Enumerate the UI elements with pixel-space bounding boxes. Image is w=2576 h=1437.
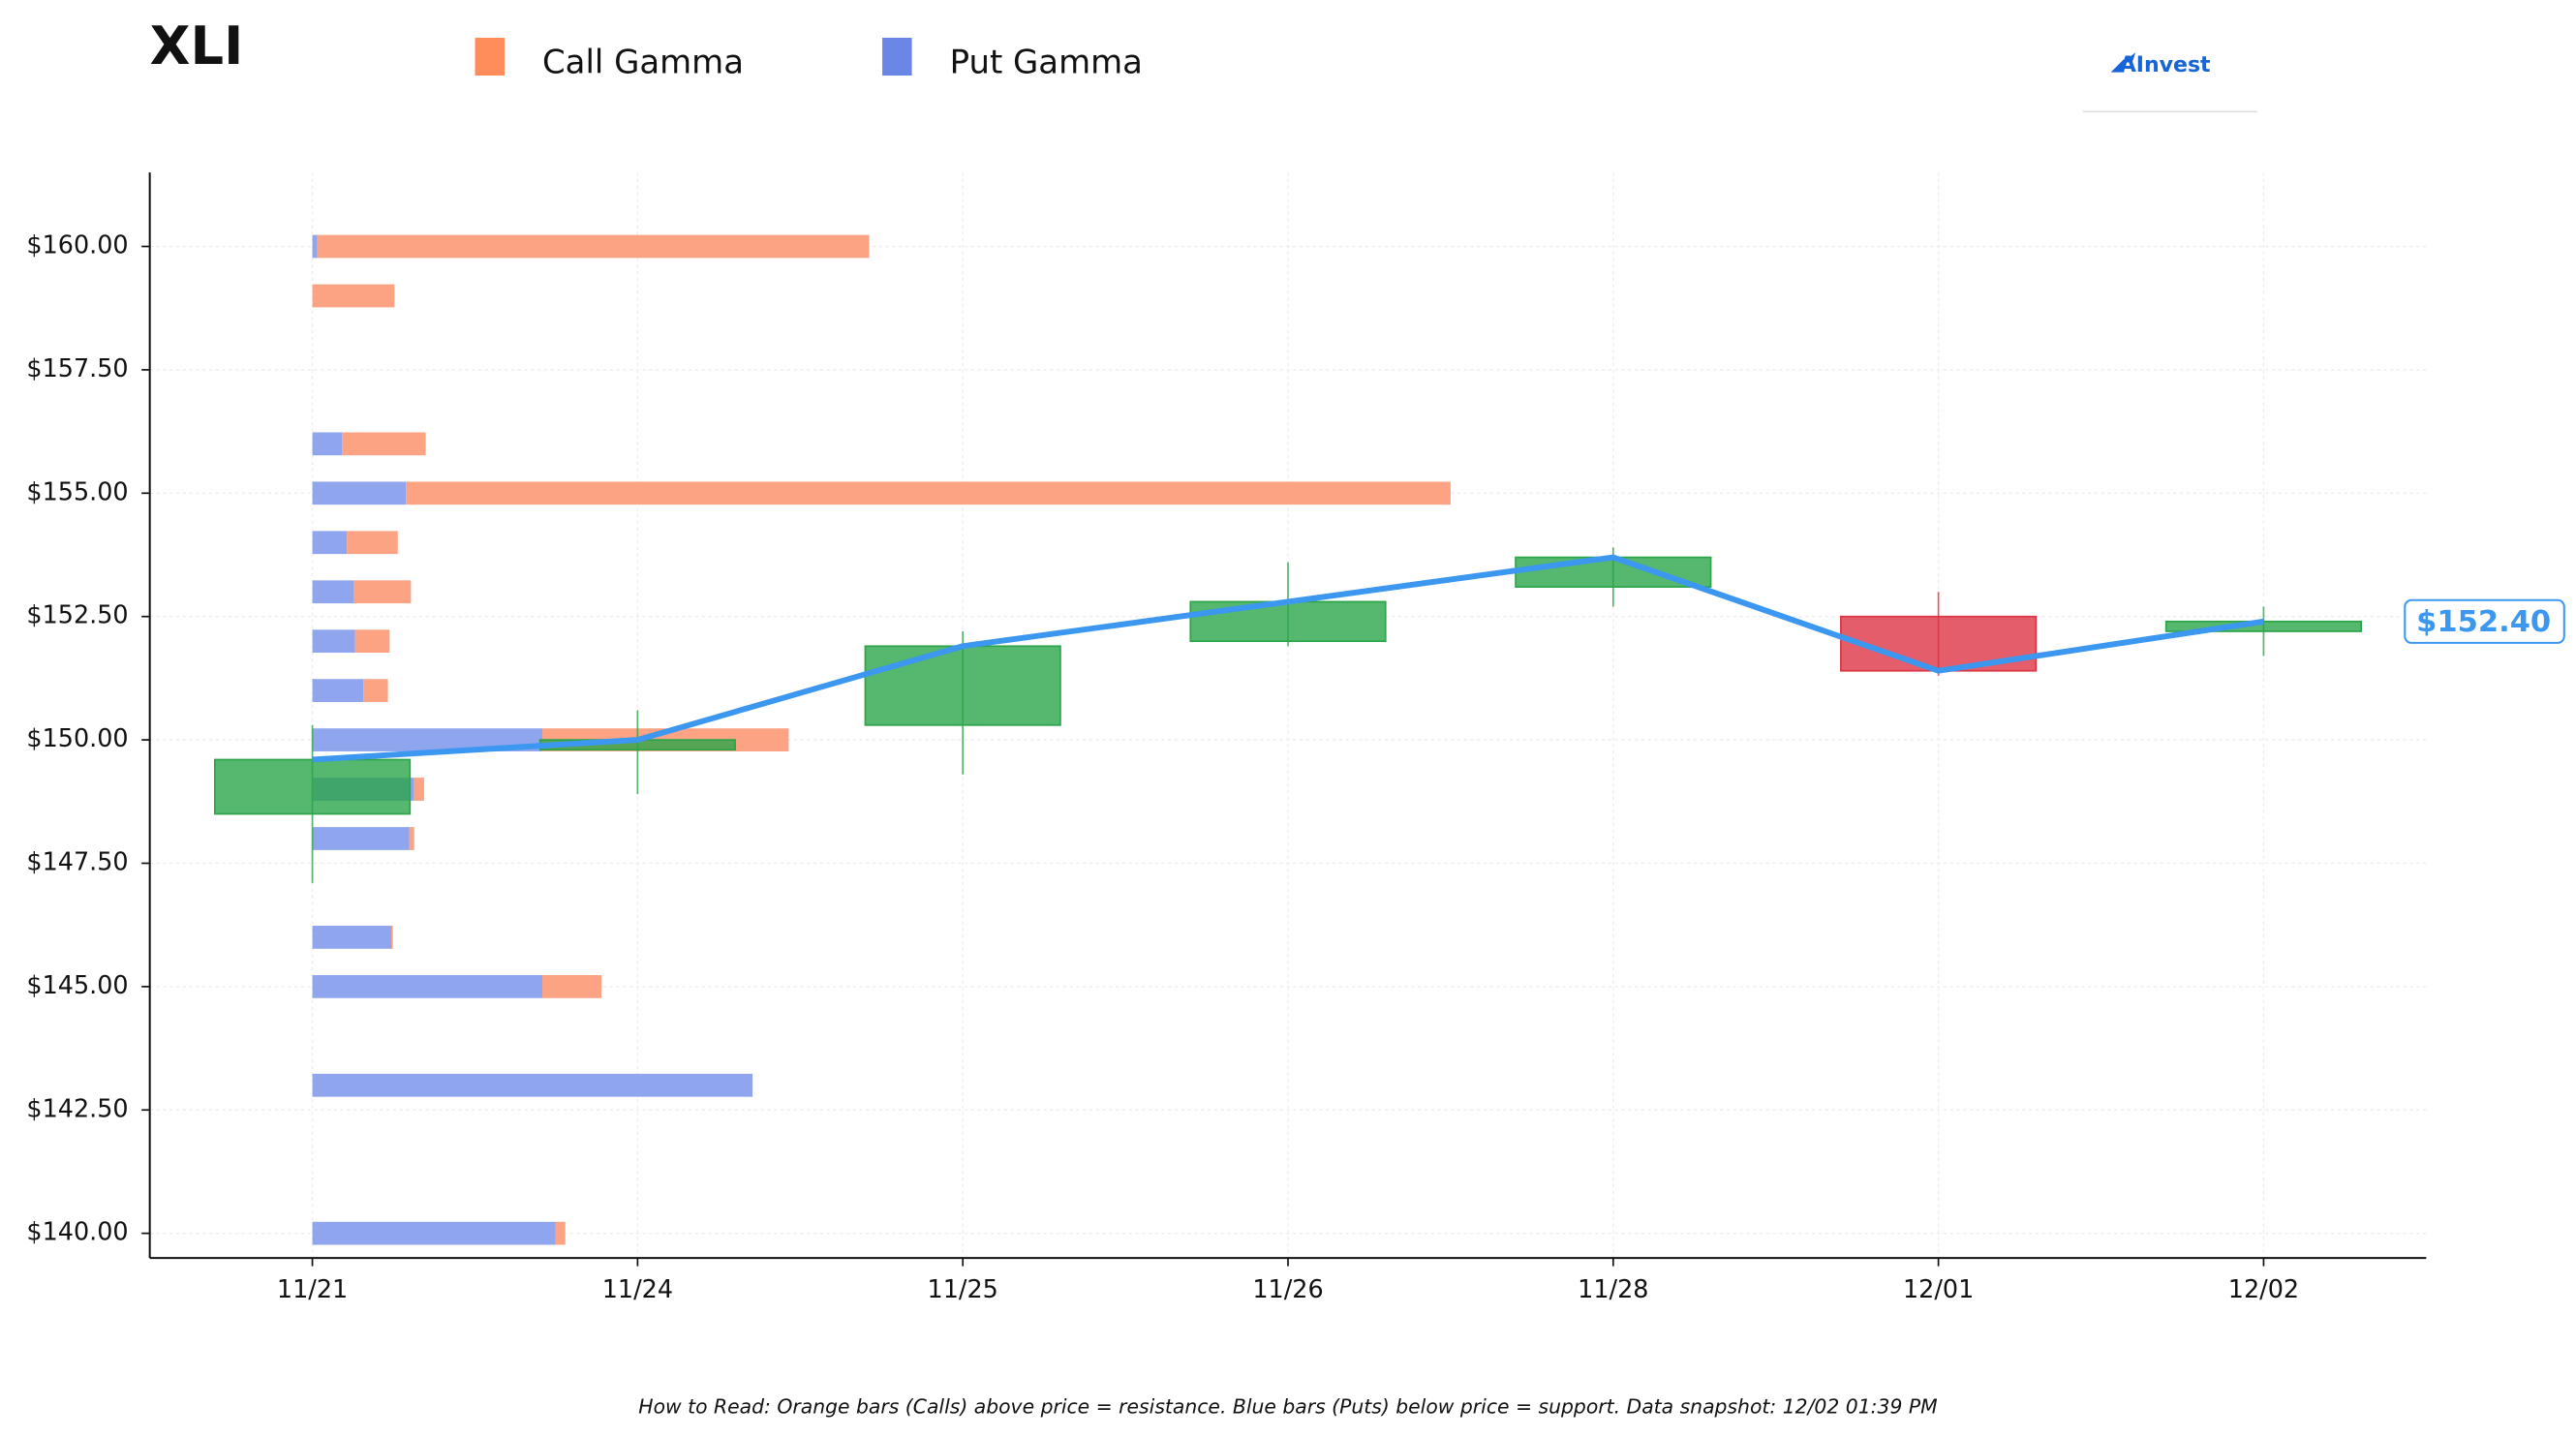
chart-title: XLI (150, 15, 244, 76)
y-tick-label: $150.00 (26, 723, 128, 752)
brand-icon (2110, 52, 2136, 73)
put-gamma-bar (312, 975, 543, 998)
last-price-label: $152.40 (2416, 605, 2551, 639)
put-gamma-bar (312, 481, 407, 505)
legend-label: Call Gamma (542, 44, 744, 81)
x-tick-label: 11/26 (1252, 1274, 1323, 1303)
put-gamma-bar (312, 629, 355, 654)
legend-swatch (882, 38, 912, 76)
y-tick-label: $142.50 (26, 1093, 128, 1122)
call-gamma-bar (363, 679, 388, 703)
put-gamma-bar (312, 827, 410, 850)
call-gamma-bar (347, 531, 398, 555)
call-gamma-bar (414, 778, 424, 801)
y-tick-label: $147.50 (26, 846, 128, 875)
put-gamma-bar (312, 432, 343, 456)
y-tick-label: $152.50 (26, 600, 128, 629)
candle-body (864, 645, 1061, 726)
brand-logo: AInvest (2120, 53, 2211, 77)
call-gamma-bar (406, 481, 1451, 505)
call-gamma-bar (353, 580, 412, 604)
x-tick-label: 11/24 (602, 1274, 673, 1303)
call-gamma-bar (354, 629, 390, 654)
put-gamma-bar (312, 580, 353, 604)
call-gamma-bar (317, 234, 870, 259)
put-gamma-bar (312, 728, 543, 751)
candle-body (213, 758, 412, 815)
legend-swatch (475, 38, 506, 76)
y-tick-label: $157.50 (26, 353, 128, 382)
y-tick-label: $155.00 (26, 476, 128, 505)
x-tick-label: 11/25 (928, 1274, 998, 1303)
call-gamma-bar (390, 926, 393, 949)
put-gamma-bar (312, 234, 318, 259)
y-tick-label: $145.00 (26, 970, 128, 999)
call-gamma-bar (409, 827, 414, 850)
footnote: How to Read: Orange bars (Calls) above p… (638, 1394, 1937, 1418)
put-gamma-bar (312, 531, 348, 555)
put-gamma-bar (312, 679, 364, 703)
legend-label: Put Gamma (950, 44, 1143, 81)
call-gamma-bar (342, 432, 426, 456)
put-gamma-bar (312, 926, 391, 949)
close-line (312, 554, 2264, 763)
x-tick-label: 12/01 (1903, 1274, 1974, 1303)
put-gamma-bar (312, 1073, 753, 1097)
y-tick-label: $140.00 (26, 1217, 128, 1246)
x-tick-label: 11/28 (1578, 1274, 1648, 1303)
x-tick-label: 11/21 (277, 1274, 348, 1303)
put-gamma-bar (312, 1221, 556, 1245)
call-gamma-bar (312, 284, 395, 308)
call-gamma-bar (555, 1221, 566, 1245)
last-price-box (2404, 598, 2565, 644)
y-tick-label: $160.00 (26, 230, 128, 260)
x-tick-label: 12/02 (2228, 1274, 2299, 1303)
call-gamma-bar (542, 975, 602, 998)
candle-body (1189, 600, 1387, 643)
